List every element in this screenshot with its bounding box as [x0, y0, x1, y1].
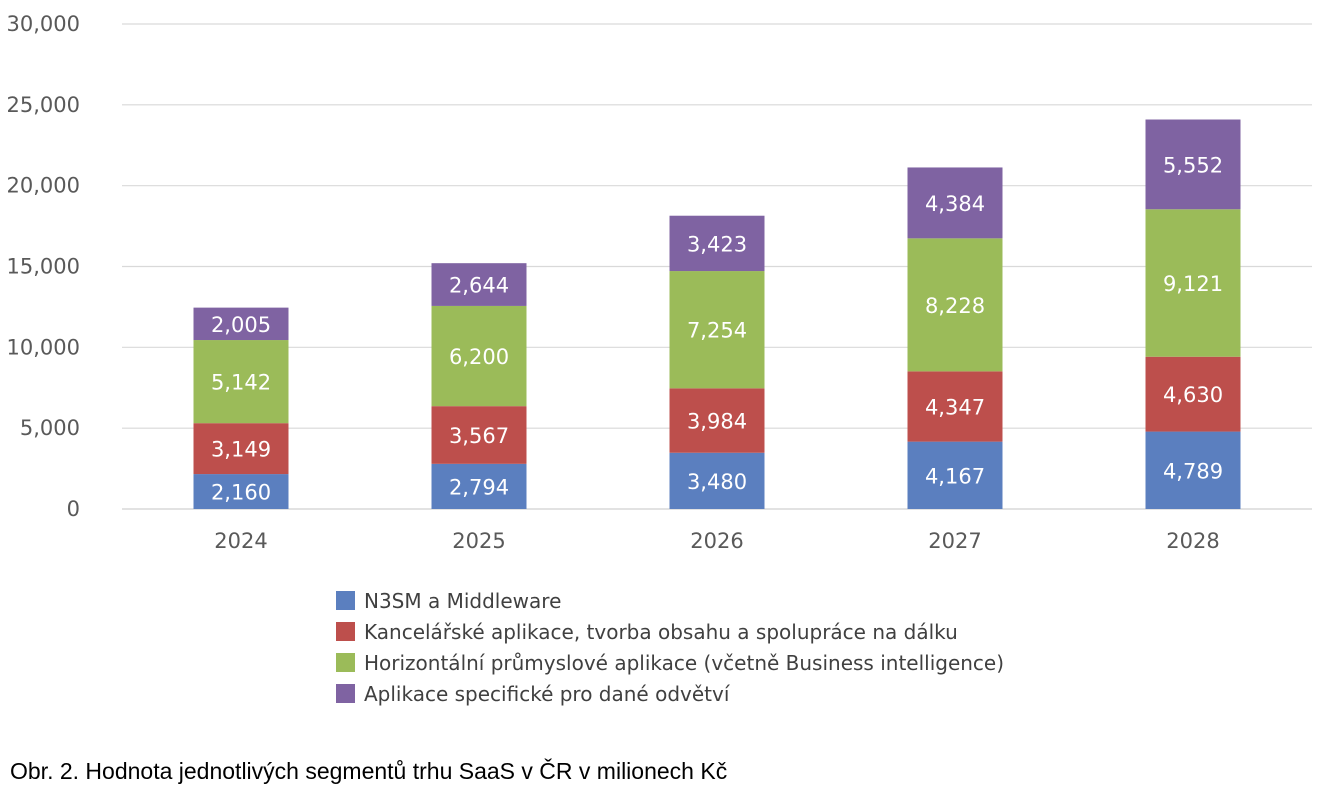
data-label: 2,644 [449, 274, 509, 298]
legend-item-office-apps: Kancelářské aplikace, tvorba obsahu a sp… [336, 616, 1004, 647]
data-label: 8,228 [925, 294, 985, 318]
bar-segment [907, 441, 1003, 509]
data-label: 5,142 [211, 371, 271, 395]
bar-segment [907, 371, 1003, 442]
bar-segment [1145, 356, 1241, 432]
bar-segment [669, 215, 765, 272]
bar-segment [193, 423, 289, 475]
legend-label-horizontal-apps: Horizontální průmyslové aplikace (včetně… [364, 650, 1005, 675]
y-tick-label: 30,000 [7, 12, 80, 36]
y-tick-label: 5,000 [20, 416, 80, 440]
bar-segment [431, 406, 527, 464]
y-tick-label: 15,000 [7, 255, 80, 279]
x-tick-label: 2026 [690, 529, 743, 553]
bar-segment [1145, 209, 1241, 357]
bar-segment [431, 305, 527, 407]
stacked-bar-chart: 0 5,000 10,000 15,000 20,000 25,000 30,000 2,16… [7, 12, 1312, 553]
data-label: 4,789 [1163, 459, 1223, 483]
x-tick-label: 2025 [452, 529, 505, 553]
y-tick-label: 25,000 [7, 93, 80, 117]
bar-segment [1145, 119, 1241, 210]
data-label: 2,005 [211, 313, 271, 337]
bar-segment [669, 452, 765, 509]
legend-label-office-apps: Kancelářské aplikace, tvorba obsahu a sp… [364, 619, 958, 644]
legend-swatch-industry-apps [336, 684, 355, 703]
legend-swatch-n3sm [336, 591, 355, 610]
bar-segment [1145, 431, 1241, 509]
bar-segment [431, 263, 527, 306]
x-tick-label: 2024 [214, 529, 267, 553]
bar-segment [669, 271, 765, 389]
legend-item-n3sm: N3SM a Middleware [336, 585, 1004, 616]
bar-segment [907, 238, 1003, 372]
data-label: 3,480 [687, 470, 747, 494]
data-label: 3,984 [687, 410, 747, 434]
legend-item-industry-apps: Aplikace specifické pro dané odvětví [336, 678, 1004, 709]
y-tick-label: 0 [67, 497, 80, 521]
data-label: 4,630 [1163, 383, 1223, 407]
legend-label-industry-apps: Aplikace specifické pro dané odvětví [364, 681, 730, 706]
data-label: 6,200 [449, 345, 509, 369]
data-label: 4,167 [925, 464, 985, 488]
bar-segment [193, 307, 289, 341]
bar-segment [907, 167, 1003, 239]
legend-label-n3sm: N3SM a Middleware [364, 588, 562, 613]
legend-item-horizontal-apps: Horizontální průmyslové aplikace (včetně… [336, 647, 1004, 678]
bar-segment [669, 388, 765, 453]
data-label: 5,552 [1163, 153, 1223, 177]
figure-caption: Obr. 2. Hodnota jednotlivých segmentů tr… [10, 758, 728, 784]
data-label: 2,794 [449, 475, 509, 499]
bar-segment [193, 474, 289, 509]
data-label: 4,384 [925, 192, 985, 216]
bar-segment [193, 340, 289, 424]
data-label: 3,567 [449, 424, 509, 448]
data-label: 7,254 [687, 319, 747, 343]
chart-legend: N3SM a Middleware Kancelářské aplikace, … [336, 585, 1004, 709]
legend-swatch-horizontal-apps [336, 653, 355, 672]
data-label: 3,149 [211, 438, 271, 462]
data-label: 9,121 [1163, 272, 1223, 296]
y-tick-label: 20,000 [7, 174, 80, 198]
data-label: 3,423 [687, 232, 747, 256]
y-tick-label: 10,000 [7, 335, 80, 359]
x-tick-label: 2027 [928, 529, 981, 553]
x-tick-label: 2028 [1166, 529, 1219, 553]
data-label: 2,160 [211, 481, 271, 505]
bar-segment [431, 463, 527, 509]
data-label: 4,347 [925, 395, 985, 419]
legend-swatch-office-apps [336, 622, 355, 641]
